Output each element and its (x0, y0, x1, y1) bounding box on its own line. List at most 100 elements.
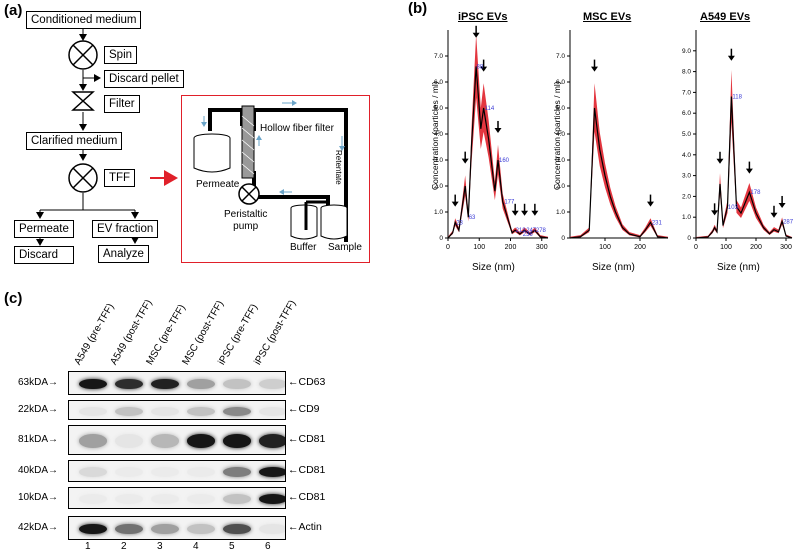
peak-arrow-head (461, 158, 469, 164)
kda-text: 42kDA (18, 522, 49, 533)
blot-band (151, 378, 179, 390)
x-tick-label: 0 (446, 244, 450, 251)
y-tick-label: 3.0 (682, 173, 691, 180)
peak-arrow-head (591, 66, 598, 72)
protein-label: ←CD63 (288, 376, 325, 388)
y-tick-label: 6.0 (682, 110, 691, 117)
peak-label: 23 (456, 220, 463, 226)
protein-name: CD81 (298, 464, 326, 476)
y-tick-label: 5.0 (556, 105, 565, 112)
peak-arrow-head (521, 210, 529, 216)
kda-arrow-icon: → (48, 492, 59, 503)
blot-strip (68, 400, 286, 420)
sample-label: Sample (328, 242, 362, 253)
peak-label: 231 (652, 220, 663, 226)
spin-box: Spin (104, 46, 138, 64)
blot-band (79, 523, 107, 535)
blot-band (79, 467, 107, 477)
buffer-label: Buffer (290, 242, 317, 253)
blot-band (223, 434, 251, 448)
kda-marker: 40kDA→ (18, 465, 58, 476)
x-tick-label: 200 (634, 244, 646, 251)
x-tick-label: 100 (473, 244, 485, 251)
chart-title-msc: MSC EVs (583, 11, 632, 23)
kda-arrow-icon: → (48, 377, 59, 388)
blot-band (259, 494, 285, 504)
lane-number: 4 (193, 541, 199, 552)
blot-strip (68, 371, 286, 395)
peak-arrow-head (778, 202, 786, 208)
blot-band (151, 523, 179, 535)
kda-marker: 63kDA→ (18, 377, 58, 388)
y-tick-label: 4.0 (434, 131, 443, 138)
y-tick-label: 7.0 (434, 53, 443, 60)
blot-band (187, 523, 215, 535)
y-tick-label: 4.0 (682, 152, 691, 159)
protein-name: Actin (298, 521, 322, 533)
blot-band (151, 494, 179, 504)
x-tick-label: 200 (505, 244, 517, 251)
blot-band (187, 434, 215, 448)
clarified-medium-box: Clarified medium (26, 132, 123, 150)
peak-label: 118 (732, 95, 742, 101)
tff-diagram-drawing (193, 100, 348, 242)
kda-text: 10kDA (18, 492, 49, 503)
protein-name: CD81 (298, 433, 326, 445)
peak-label: 160 (499, 158, 510, 164)
blot-strip (68, 425, 286, 455)
y-tick-label: 1.0 (556, 209, 565, 216)
y-tick-label: 3.0 (556, 157, 565, 164)
protein-arrow-icon: ← (288, 491, 299, 503)
blot-band (259, 434, 285, 448)
blot-band (223, 467, 251, 477)
xlabel-ipsc: Size (nm) (472, 262, 515, 273)
x-tick-label: 100 (599, 244, 611, 251)
y-tick-label: 4.0 (556, 131, 565, 138)
peak-label: 114 (485, 106, 495, 112)
y-tick-label: 6.0 (556, 79, 565, 86)
blot-band (115, 378, 143, 390)
protein-arrow-icon: ← (288, 521, 299, 533)
lane-number: 2 (121, 541, 127, 552)
blot-band (79, 494, 107, 504)
peak-label: 247 (526, 228, 537, 234)
blot-band (115, 523, 143, 535)
tff-diagram-frame: Hollow fiber filter Retentate Permeate P… (181, 95, 370, 263)
blot-band (79, 434, 107, 448)
peak-label: 213 (516, 228, 527, 234)
kda-arrow-icon: → (48, 465, 59, 476)
blot-band (187, 494, 215, 504)
permeate-box: Permeate (14, 220, 74, 238)
kda-text: 22kDA (18, 404, 49, 415)
lane-number: 1 (85, 541, 91, 552)
discard-box: Discard (14, 246, 74, 264)
series-line (569, 107, 669, 239)
peak-label: 103 (728, 205, 739, 211)
blot-band (115, 494, 143, 504)
hollow-fiber-filter-label: Hollow fiber filter (260, 123, 334, 134)
xlabel-a549: Size (nm) (717, 262, 760, 273)
blot-band (187, 406, 215, 416)
x-tick-label: 300 (780, 244, 792, 251)
ev-fraction-box: EV fraction (92, 220, 159, 238)
y-tick-label: 8.0 (682, 69, 691, 76)
peak-arrow-head (711, 210, 719, 216)
blot-band (223, 378, 251, 390)
tff-box: TFF (104, 169, 136, 187)
error-band (448, 34, 548, 238)
blot-band (187, 378, 215, 390)
blot-band (115, 467, 143, 477)
peak-label: 88 (477, 64, 484, 70)
y-tick-label: 6.0 (434, 79, 443, 86)
blot-band (259, 406, 285, 416)
permeate-container-label: Permeate (196, 179, 240, 190)
y-tick-label: 1.0 (434, 209, 443, 216)
peak-arrow-head (451, 201, 459, 207)
panel-label-a: (a) (4, 2, 23, 19)
peak-arrow-head (472, 32, 480, 38)
kda-marker: 22kDA→ (18, 404, 58, 415)
filter-box: Filter (104, 95, 140, 113)
y-tick-label: 0 (687, 235, 691, 242)
protein-arrow-icon: ← (288, 376, 299, 388)
blot-band (259, 523, 285, 535)
